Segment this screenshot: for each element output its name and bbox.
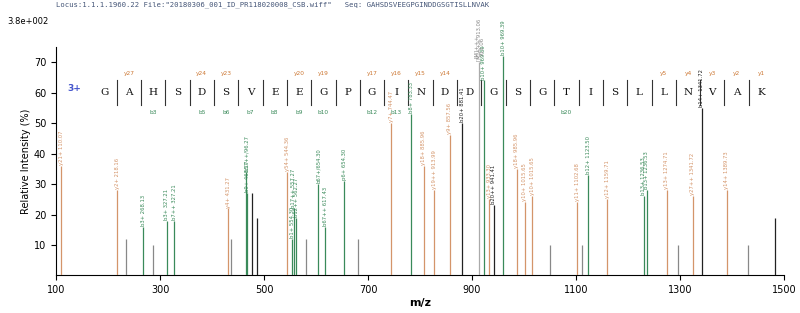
Text: b17++ 557.27: b17++ 557.27 bbox=[291, 168, 296, 208]
Text: b57++/96.27: b57++/96.27 bbox=[244, 135, 249, 171]
Text: G: G bbox=[100, 88, 109, 97]
Text: K: K bbox=[757, 88, 765, 97]
Text: y23: y23 bbox=[221, 70, 232, 75]
Text: L: L bbox=[636, 88, 643, 97]
Text: A: A bbox=[733, 88, 740, 97]
Text: 3+: 3+ bbox=[67, 84, 81, 93]
Y-axis label: Relative Intensity (%): Relative Intensity (%) bbox=[21, 109, 31, 214]
Text: y1: y1 bbox=[758, 70, 765, 75]
Text: T: T bbox=[563, 88, 570, 97]
Text: y3: y3 bbox=[709, 70, 716, 75]
Text: L: L bbox=[660, 88, 667, 97]
Text: y5: y5 bbox=[660, 70, 667, 75]
Text: y4+ 431.27: y4+ 431.27 bbox=[226, 177, 230, 208]
Text: y13+ 933.30: y13+ 933.30 bbox=[487, 164, 492, 198]
Text: S: S bbox=[174, 88, 181, 97]
Text: S: S bbox=[222, 88, 230, 97]
Text: b5: b5 bbox=[198, 110, 206, 115]
Text: N: N bbox=[416, 88, 425, 97]
Text: y14: y14 bbox=[439, 70, 450, 75]
Text: b13: b13 bbox=[390, 110, 402, 115]
Text: S: S bbox=[611, 88, 618, 97]
Text: b20+ 881.41: b20+ 881.41 bbox=[460, 87, 465, 122]
Text: E: E bbox=[295, 88, 302, 97]
Text: b13+ 1236.53: b13+ 1236.53 bbox=[642, 157, 646, 195]
X-axis label: m/z: m/z bbox=[409, 298, 431, 308]
Text: b12: b12 bbox=[366, 110, 378, 115]
Text: y27++ 1341.72: y27++ 1341.72 bbox=[690, 153, 695, 195]
Text: b1+ 554.30: b1+ 554.30 bbox=[290, 207, 294, 238]
Text: b12++ 562.27: b12++ 562.27 bbox=[294, 177, 299, 217]
Text: b6: b6 bbox=[222, 110, 230, 115]
Text: y9+ 857.56: y9+ 857.56 bbox=[447, 103, 453, 134]
Text: y18+ 985.96: y18+ 985.96 bbox=[514, 133, 519, 168]
Text: y27: y27 bbox=[123, 70, 134, 75]
Text: A: A bbox=[125, 88, 133, 97]
Text: y15: y15 bbox=[415, 70, 426, 75]
Text: y13+ 1274.71: y13+ 1274.71 bbox=[664, 151, 670, 189]
Text: b20++ 941.41: b20++ 941.41 bbox=[491, 165, 496, 204]
Text: P: P bbox=[344, 88, 351, 97]
Text: b7++ 327.21: b7++ 327.21 bbox=[172, 184, 177, 220]
Text: N: N bbox=[683, 88, 693, 97]
Text: b9+ 468.17: b9+ 468.17 bbox=[245, 161, 250, 192]
Text: y2+ 218.16: y2+ 218.16 bbox=[115, 158, 120, 189]
Text: y7+ 744.47: y7+ 744.47 bbox=[389, 91, 394, 122]
Text: I: I bbox=[394, 88, 398, 97]
Text: D: D bbox=[198, 88, 206, 97]
Text: b20: b20 bbox=[561, 110, 572, 115]
Text: G: G bbox=[319, 88, 327, 97]
Text: V: V bbox=[246, 88, 254, 97]
Text: S: S bbox=[514, 88, 522, 97]
Text: b12+ 1123.50: b12+ 1123.50 bbox=[586, 136, 590, 174]
Text: b9: b9 bbox=[295, 110, 302, 115]
Text: b8+ 783.33: b8+ 783.33 bbox=[409, 82, 414, 113]
Text: I: I bbox=[589, 88, 593, 97]
Text: y4: y4 bbox=[684, 70, 692, 75]
Text: y19: y19 bbox=[318, 70, 329, 75]
Text: Locus:1.1.1.1960.22 File:"20180306_001_ID_PR118020008_CSB.wiff"   Seq: GAHSDSVEE: Locus:1.1.1.1960.22 File:"20180306_001_I… bbox=[56, 2, 489, 8]
Text: b67++ 617.43: b67++ 617.43 bbox=[322, 187, 327, 226]
Text: V: V bbox=[709, 88, 716, 97]
Text: y24: y24 bbox=[196, 70, 207, 75]
Text: y12+ 1159.71: y12+ 1159.71 bbox=[605, 161, 610, 198]
Text: H: H bbox=[149, 88, 158, 97]
Text: y10+ 1015.65: y10+ 1015.65 bbox=[530, 157, 534, 195]
Text: D: D bbox=[441, 88, 449, 97]
Text: y2: y2 bbox=[733, 70, 740, 75]
Text: [M]+++
913.06: [M]+++ 913.06 bbox=[474, 34, 484, 58]
Text: G: G bbox=[368, 88, 376, 97]
Text: y17: y17 bbox=[366, 70, 378, 75]
Text: b10: b10 bbox=[318, 110, 329, 115]
Text: y18+ 885.96: y18+ 885.96 bbox=[422, 130, 426, 165]
Text: y10+ 1015.65: y10+ 1015.65 bbox=[522, 163, 527, 201]
Text: p6+ 654.30: p6+ 654.30 bbox=[342, 149, 346, 180]
Text: 3.8e+002: 3.8e+002 bbox=[7, 17, 49, 26]
Text: b14+ 1341.72: b14+ 1341.72 bbox=[699, 69, 704, 107]
Text: y14+ 1389.73: y14+ 1389.73 bbox=[724, 151, 729, 189]
Text: G: G bbox=[538, 88, 546, 97]
Text: b10+ 969.39: b10+ 969.39 bbox=[501, 21, 506, 55]
Text: b10+ 969.39: b10+ 969.39 bbox=[481, 45, 486, 80]
Text: [M]+++ 913.06: [M]+++ 913.06 bbox=[476, 19, 482, 61]
Text: b7: b7 bbox=[246, 110, 254, 115]
Text: b13+ 1236.53: b13+ 1236.53 bbox=[645, 151, 650, 189]
Text: D: D bbox=[465, 88, 474, 97]
Text: y20: y20 bbox=[294, 70, 305, 75]
Text: b3+ 327.21: b3+ 327.21 bbox=[164, 188, 169, 220]
Text: G: G bbox=[490, 88, 498, 97]
Text: b3: b3 bbox=[150, 110, 157, 115]
Text: E: E bbox=[271, 88, 278, 97]
Text: y19++ 913.99: y19++ 913.99 bbox=[432, 150, 437, 189]
Text: b8: b8 bbox=[271, 110, 278, 115]
Text: y54+ 544.36: y54+ 544.36 bbox=[285, 136, 290, 171]
Text: y21+ 110.07: y21+ 110.07 bbox=[58, 130, 64, 165]
Text: y11+ 1102.68: y11+ 1102.68 bbox=[575, 163, 580, 201]
Text: b67+/654.30: b67+/654.30 bbox=[316, 148, 321, 183]
Text: y16: y16 bbox=[391, 70, 402, 75]
Text: b3+ 268.13: b3+ 268.13 bbox=[141, 195, 146, 226]
